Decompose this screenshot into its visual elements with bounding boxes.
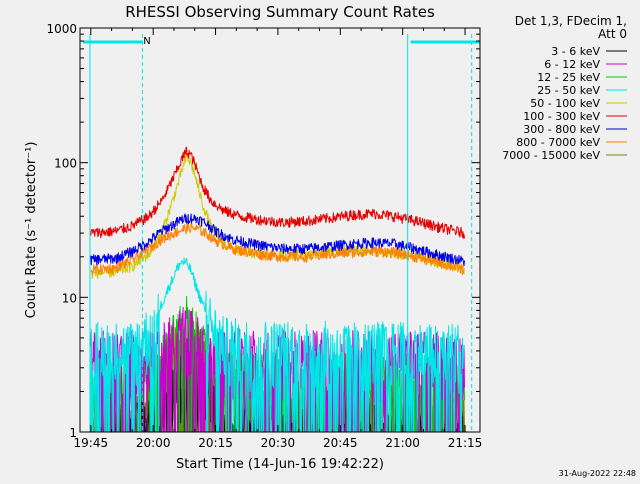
y-tick-label-2: 100: [54, 157, 77, 171]
legend-label-3: 25 - 50 keV: [537, 84, 600, 97]
marker-label-0: N: [143, 36, 150, 47]
x-axis-label: Start Time (14-Jun-16 19:42:22): [176, 457, 384, 472]
x-tick-label-0: 19:45: [74, 436, 109, 450]
legend-label-0: 3 - 6 keV: [551, 45, 600, 58]
legend-label-5: 100 - 300 keV: [523, 110, 600, 123]
x-tick-label-6: 21:15: [448, 436, 483, 450]
footer-timestamp: 31-Aug-2022 22:48: [559, 469, 636, 478]
legend-label-2: 12 - 25 keV: [537, 71, 600, 84]
y-tick-label-0: 1: [69, 426, 77, 440]
x-tick-label-4: 20:45: [323, 436, 358, 450]
legend-label-4: 50 - 100 keV: [530, 97, 600, 110]
y-tick-label-1: 10: [62, 291, 77, 305]
series-300_800keV-line: [90, 213, 465, 267]
y-tick-label-3: 1000: [46, 22, 77, 36]
y-axis-label: Count Rate (s⁻¹ detector⁻¹): [24, 142, 39, 319]
series-800_7000keV-line: [90, 222, 465, 275]
legend-label-8: 7000 - 15000 keV: [502, 149, 600, 162]
x-tick-label-2: 20:15: [198, 436, 233, 450]
plot-frame: [79, 27, 481, 433]
legend-header-line-2: Att 0: [598, 27, 627, 41]
chart-title: RHESSI Observing Summary Count Rates: [125, 3, 435, 21]
axis-layer: 19:45 20:00 20:15 20:30 20:45 21:00 21:15 1 10 10…: [46, 22, 482, 450]
legend-header-line-1: Det 1,3, FDecim 1,: [515, 14, 627, 28]
x-tick-label-3: 20:30: [261, 436, 296, 450]
legend-label-1: 6 - 12 keV: [544, 58, 600, 71]
x-tick-label-5: 21:00: [385, 436, 420, 450]
legend-label-7: 800 - 7000 keV: [516, 136, 600, 149]
overlay-layer: N: [83, 34, 480, 432]
x-tick-label-1: 20:00: [136, 436, 171, 450]
legend-label-6: 300 - 800 keV: [523, 123, 600, 136]
series-100_300keV-line: [90, 146, 465, 239]
